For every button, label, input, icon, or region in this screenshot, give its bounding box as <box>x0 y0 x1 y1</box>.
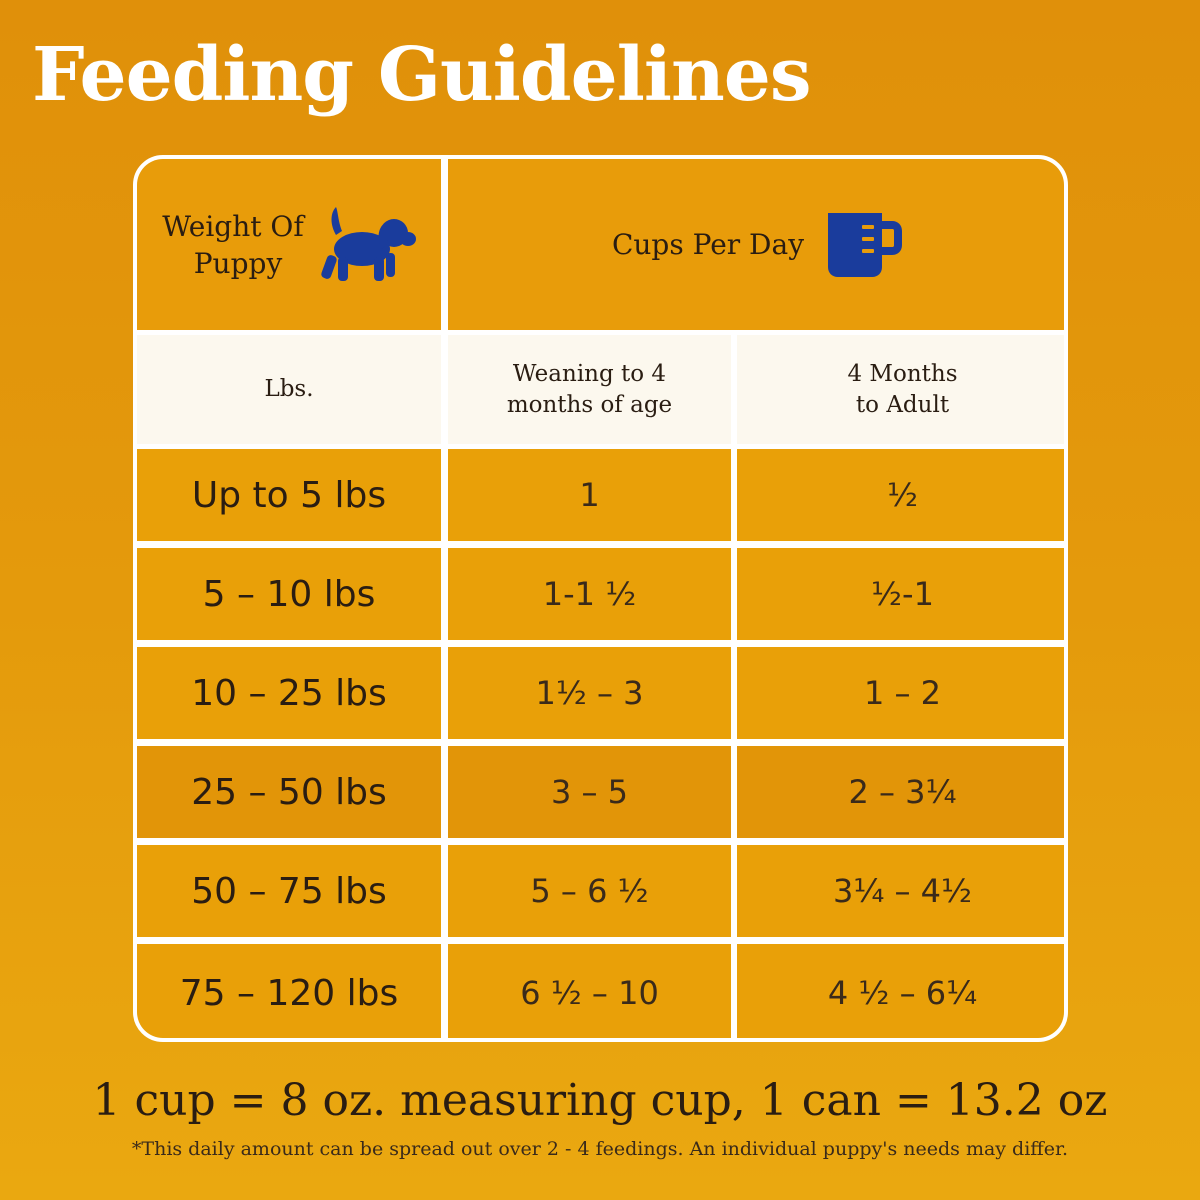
adult-label-line1: 4 Months <box>847 360 958 387</box>
weight-cell: 5 – 10 lbs <box>137 548 441 640</box>
weight-header-label: Weight Of <box>162 209 304 243</box>
weight-cell: 10 – 25 lbs <box>137 647 441 739</box>
weaning-cell: 1 <box>448 449 731 541</box>
adult-cell: 2 – 3¼ <box>737 746 1064 838</box>
lbs-label: Lbs. <box>264 376 314 402</box>
adult-cell: ½ <box>737 449 1064 541</box>
weaning-label-line2: months of age <box>506 391 673 418</box>
lbs-subheader: Lbs. <box>137 335 441 444</box>
weaning-subheader: Weaning to 4 months of age <box>448 335 731 444</box>
cups-header-label: Cups Per Day <box>611 228 805 261</box>
weaning-cell: 1½ – 3 <box>448 647 731 739</box>
adult-cell: 1 – 2 <box>737 647 1064 739</box>
puppy-header-label: Puppy <box>193 246 283 280</box>
weight-cell: 75 – 120 lbs <box>137 944 441 1038</box>
weaning-cell: 5 – 6 ½ <box>448 845 731 937</box>
weight-cell: Up to 5 lbs <box>137 449 441 541</box>
puppy-icon <box>321 206 416 281</box>
adult-cell: 4 ½ – 6¼ <box>737 944 1064 1038</box>
weaning-cell: 3 – 5 <box>448 746 731 838</box>
weight-cell: 50 – 75 lbs <box>137 845 441 937</box>
measuring-cup-icon <box>828 212 903 277</box>
adult-cell: 3¼ – 4½ <box>737 845 1064 937</box>
measurement-note: 1 cup = 8 oz. measuring cup, 1 can = 13.… <box>92 1075 1108 1126</box>
cups-header-cell: Cups Per Day <box>448 159 1064 330</box>
adult-label-line2: to Adult <box>855 391 950 418</box>
weaning-label-line1: Weaning to 4 <box>512 360 667 387</box>
weaning-cell: 1-1 ½ <box>448 548 731 640</box>
adult-subheader: 4 Months to Adult <box>737 335 1064 444</box>
weaning-cell: 6 ½ – 10 <box>448 944 731 1038</box>
disclaimer-note: *This daily amount can be spread out ove… <box>131 1138 1069 1160</box>
feeding-table: Weight Of Puppy <box>133 155 1068 1042</box>
page-title: Feeding Guidelines <box>32 32 812 118</box>
adult-cell: ½-1 <box>737 548 1064 640</box>
weight-cell: 25 – 50 lbs <box>137 746 441 838</box>
weight-header-cell: Weight Of Puppy <box>137 159 441 330</box>
